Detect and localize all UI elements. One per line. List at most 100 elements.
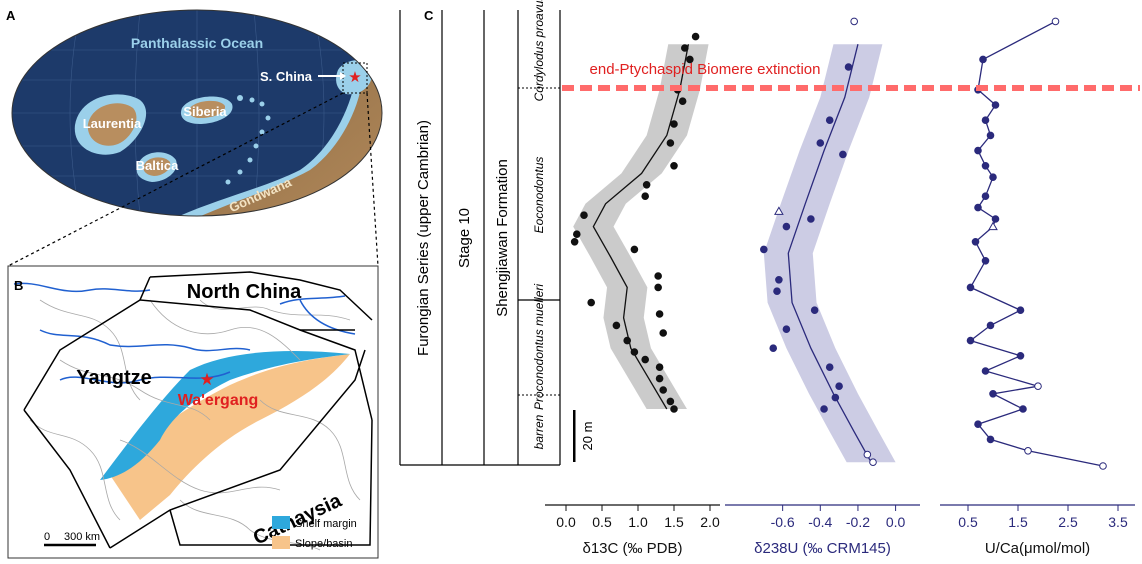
x-tick-label-1: 2.0 [700, 514, 720, 530]
open-data-point [863, 450, 872, 459]
zone-barren: barren [532, 414, 546, 449]
label-stage: Stage 10 [456, 208, 473, 268]
label-north-china: North China [187, 281, 302, 303]
label-panthalassic-ocean: Panthalassic Ocean [131, 35, 263, 51]
x-axis-title-2: δ238U (‰ CRM145) [754, 540, 891, 557]
data-point [670, 405, 678, 413]
triangle-data-point [988, 221, 998, 231]
globe-outline [11, 9, 383, 217]
data-point [655, 310, 664, 318]
open-data-point [1099, 462, 1107, 470]
data-point [641, 192, 650, 200]
zone-boundaries [518, 87, 560, 396]
data-point [678, 97, 687, 105]
open-data-point [869, 458, 877, 467]
data-point [966, 336, 975, 345]
data-point [974, 146, 982, 155]
scale-zero: 0 [44, 531, 50, 543]
data-point [782, 325, 791, 334]
x-axis-title-1: δ13C (‰ PDB) [582, 540, 682, 557]
data-point [630, 348, 639, 356]
data-point [1016, 306, 1025, 315]
data-point [835, 382, 843, 391]
open-data-point [850, 17, 858, 26]
data-point [981, 257, 990, 265]
label-s-china: S. China [260, 69, 313, 84]
s-china-arrowhead-icon [340, 72, 346, 80]
label-siberia: Siberia [183, 104, 227, 119]
x-tick-label-2: -0.2 [846, 514, 870, 530]
trend-line-2 [787, 44, 872, 463]
data-point [760, 245, 768, 254]
data-point [642, 181, 651, 189]
data-point [775, 276, 783, 284]
data-point [844, 63, 853, 71]
data-point [974, 203, 982, 212]
data-point [979, 55, 987, 64]
open-data-point [1051, 17, 1060, 26]
x-tick-label-1: 0.5 [592, 514, 612, 530]
x-tick-label-3: 0.5 [958, 514, 978, 530]
label-laurentia: Laurentia [83, 116, 142, 131]
x-tick-label-1: 0.0 [556, 514, 576, 530]
x-tick-label-3: 2.5 [1058, 514, 1078, 530]
data-point [981, 116, 990, 124]
data-point [782, 222, 791, 231]
label-baltica: Baltica [136, 158, 179, 173]
x-tick-label-2: -0.4 [808, 514, 832, 530]
data-point [670, 162, 678, 170]
data-point [1019, 405, 1027, 413]
s-china-star-icon: ★ [348, 69, 361, 86]
map-legend: Shelf margin Slope/basin [272, 516, 357, 550]
data-point [825, 363, 834, 372]
panel-label-c: C [424, 8, 434, 23]
data-point [831, 393, 840, 402]
x-axis-title-3: U/Ca(μmol/mol) [985, 540, 1090, 557]
data-point [580, 211, 588, 219]
x-tick-label-2: -0.6 [771, 514, 795, 530]
data-point [773, 287, 781, 296]
data-point [986, 321, 995, 330]
data-line-3 [969, 20, 1104, 467]
zoom-connectors [7, 92, 379, 267]
data-point [981, 367, 990, 375]
scale-label: 300 km [64, 531, 100, 543]
data-point [573, 230, 581, 238]
legend-swatch-shelf [272, 516, 290, 529]
data-point [670, 120, 678, 128]
data-point [839, 150, 847, 159]
data-point [810, 306, 819, 315]
data-point [686, 55, 694, 64]
legend-label-shelf: Shelf margin [295, 518, 357, 530]
extinction-label: end-Ptychaspid Biomere extinction [590, 61, 821, 78]
x-tick-label-2: 0.0 [886, 514, 906, 530]
strat-column-frame [399, 10, 561, 466]
data-point [825, 116, 834, 124]
triangle-data-point [774, 206, 784, 215]
data-point [1016, 352, 1025, 360]
data-point [666, 397, 675, 406]
label-formation: Shengjiawan Formation [494, 159, 511, 317]
data-point [691, 32, 700, 41]
data-point [654, 272, 662, 280]
label-series: Furongian Series (upper Cambrian) [415, 120, 432, 356]
scale-bar-20m [573, 410, 576, 462]
x-tick-label-3: 1.5 [1008, 514, 1028, 530]
data-point [654, 283, 662, 292]
data-point [981, 162, 990, 170]
data-point [989, 390, 997, 398]
data-point [570, 238, 579, 246]
data-point [769, 344, 778, 353]
confidence-band-2 [763, 44, 896, 463]
open-data-point [1024, 447, 1032, 455]
waergang-star-icon: ★ [199, 370, 214, 389]
data-point [991, 215, 1000, 223]
data-point [986, 131, 995, 140]
data-point [974, 420, 982, 429]
data-point [623, 336, 632, 345]
x-tick-label-1: 1.0 [628, 514, 648, 530]
data-point [655, 363, 664, 372]
data-point [659, 386, 668, 394]
data-point [971, 238, 980, 246]
